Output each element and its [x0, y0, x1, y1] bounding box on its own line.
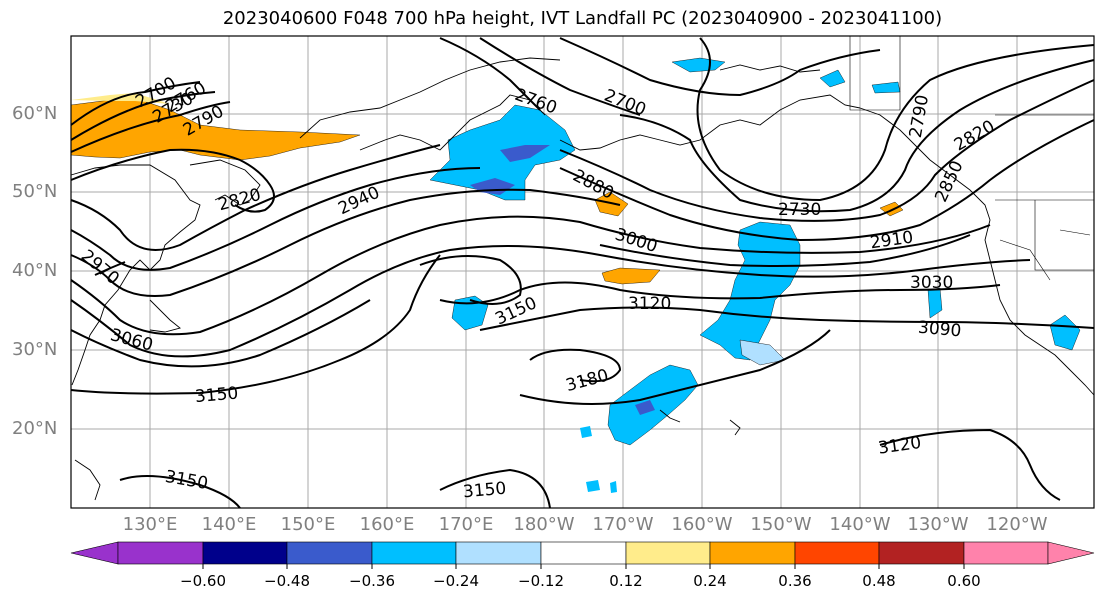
colorbar-bin — [709, 541, 796, 565]
lon-label: 180°W — [513, 514, 575, 535]
colorbar-extend-left — [70, 541, 119, 565]
coastlines — [70, 57, 1095, 501]
colorbar-tick-label: 0.36 — [778, 572, 812, 590]
colorbar-bin — [625, 541, 711, 565]
lon-label: 170°E — [438, 514, 494, 535]
colorbar-tick-label: −0.36 — [349, 572, 395, 590]
ivt-fill-regions — [70, 57, 1081, 493]
lon-label: 160°E — [359, 514, 415, 535]
map-frame — [70, 35, 1095, 509]
blue-region-subtropics — [607, 364, 699, 446]
colorbar-bin — [878, 541, 965, 565]
lat-label: 60°N — [12, 103, 58, 124]
colorbar-tick-label: −0.24 — [433, 572, 479, 590]
colorbar-bin — [371, 541, 457, 565]
colorbar-bin — [202, 541, 288, 565]
blue-region-ar — [699, 221, 801, 361]
colorbar-tick-label: 0.24 — [693, 572, 727, 590]
contour-label: 3120 — [628, 294, 671, 314]
contour-label: 3150 — [462, 479, 507, 503]
lon-label: 160°W — [671, 514, 733, 535]
borders — [849, 36, 1094, 281]
height-contours — [70, 37, 1095, 509]
lon-label: 150°W — [750, 514, 812, 535]
blue-region-3150 — [451, 295, 489, 331]
contour-label: 3090 — [917, 318, 962, 342]
orange-region-asia — [70, 97, 361, 161]
colorbar-tick-label: 0.12 — [609, 572, 643, 590]
lat-label: 40°N — [12, 260, 58, 281]
lon-label: 130°E — [122, 514, 178, 535]
lon-label: 140°E — [201, 514, 257, 535]
lon-label: 130°W — [907, 514, 969, 535]
colorbar-bin — [540, 541, 627, 565]
colorbar-tick-label: 0.48 — [862, 572, 896, 590]
lon-label: 150°E — [280, 514, 336, 535]
lat-label: 30°N — [12, 339, 58, 360]
colorbar-bin — [117, 541, 204, 565]
lat-label: 50°N — [12, 181, 58, 202]
colorbar-bin — [794, 541, 880, 565]
colorbar — [70, 541, 1095, 569]
colorbar-extend-right — [1047, 541, 1095, 565]
contour-label: 3150 — [194, 383, 239, 407]
orange-region-south — [601, 267, 661, 285]
lon-label: 120°W — [986, 514, 1048, 535]
contour-label: 3030 — [910, 273, 953, 293]
colorbar-bin — [963, 541, 1049, 565]
colorbar-tick-label: 0.60 — [947, 572, 981, 590]
colorbar-tick-label: −0.12 — [518, 572, 564, 590]
colorbar-bin — [286, 541, 373, 565]
colorbar-bin — [455, 541, 542, 565]
contour-label: 2730 — [778, 200, 821, 220]
lon-label: 170°W — [592, 514, 654, 535]
lon-label: 140°W — [829, 514, 891, 535]
map-title: 2023040600 F048 700 hPa height, IVT Land… — [222, 8, 943, 29]
colorbar-tick-label: −0.48 — [264, 572, 310, 590]
colorbar-tick-label: −0.60 — [180, 572, 226, 590]
lat-label: 20°N — [12, 418, 58, 439]
